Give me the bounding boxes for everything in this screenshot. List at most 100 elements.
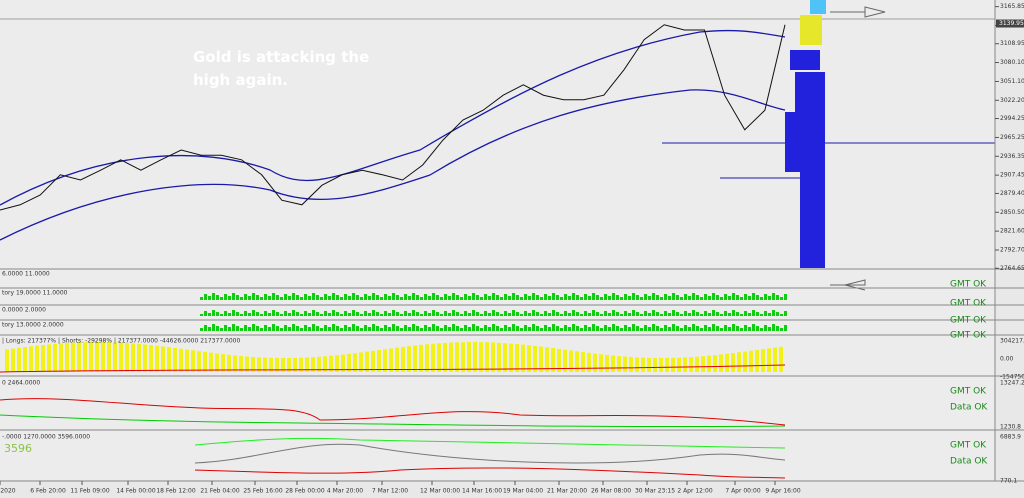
green-bar <box>664 311 667 316</box>
green-bar <box>772 310 775 316</box>
time-label: 30 Mar 23:15 <box>635 488 675 495</box>
green-bar <box>760 297 763 300</box>
green-bar <box>744 294 747 300</box>
panel-label: 0.0000 2.0000 <box>2 307 46 314</box>
time-label: 19 Mar 04:00 <box>503 488 543 495</box>
green-bar <box>664 294 667 300</box>
green-bar <box>720 314 723 316</box>
green-bar <box>376 326 379 331</box>
green-bar <box>684 311 687 316</box>
green-bar <box>668 296 671 300</box>
green-bar <box>524 294 527 300</box>
green-bar <box>436 312 439 316</box>
green-bar <box>316 312 319 316</box>
green-bar <box>724 311 727 316</box>
green-bar <box>776 326 779 331</box>
green-bar <box>728 296 731 300</box>
green-bar <box>752 310 755 316</box>
yellow-bar <box>5 349 9 372</box>
green-bar <box>388 313 391 316</box>
green-bar <box>204 311 207 316</box>
green-bar <box>672 310 675 316</box>
yellow-bar <box>719 354 723 372</box>
green-bar <box>520 314 523 316</box>
green-bar <box>548 327 551 331</box>
yellow-bar <box>71 342 75 372</box>
green-bar <box>412 324 415 331</box>
yellow-bar <box>119 342 123 372</box>
time-label: 7 Apr 00:00 <box>725 488 760 495</box>
y-tick-label: 2965.25 <box>1000 134 1024 141</box>
yellow-bar <box>275 357 279 372</box>
green-bar <box>720 297 723 300</box>
green-bar <box>608 296 611 300</box>
yellow-bar <box>737 352 741 372</box>
green-bar <box>620 328 623 331</box>
green-bar <box>408 296 411 300</box>
green-bar <box>500 328 503 331</box>
yellow-bar <box>539 346 543 372</box>
green-bar <box>492 310 495 316</box>
green-bar <box>240 328 243 331</box>
green-bar <box>592 293 595 300</box>
yellow-bar <box>683 357 687 372</box>
green-bar <box>556 326 559 331</box>
green-bar <box>480 328 483 331</box>
green-bar <box>468 327 471 331</box>
yellow-bar <box>107 342 111 372</box>
green-bar <box>748 313 751 316</box>
green-bar <box>676 295 679 300</box>
green-bar <box>284 311 287 316</box>
yellow-bar <box>515 344 519 372</box>
yellow-bar <box>353 353 357 372</box>
volume-profile <box>785 0 826 268</box>
yellow-bar <box>383 349 387 372</box>
yellow-bar <box>473 342 477 372</box>
green-bar <box>464 294 467 300</box>
green-bar <box>540 328 543 331</box>
yellow-bar <box>311 357 315 372</box>
yellow-bar <box>305 357 309 372</box>
green-bar <box>576 295 579 300</box>
green-bar <box>420 297 423 300</box>
green-bar <box>400 314 403 316</box>
yellow-bar <box>185 349 189 372</box>
green-bar <box>732 310 735 316</box>
green-bar <box>632 324 635 331</box>
green-bar <box>344 294 347 300</box>
panel-label: tory 19.0000 11.0000 <box>2 290 68 297</box>
green-bar <box>440 314 443 316</box>
green-bar <box>352 310 355 316</box>
yellow-bar <box>713 355 717 372</box>
green-bar <box>276 295 279 300</box>
green-bar <box>248 327 251 331</box>
yellow-bar <box>101 342 105 372</box>
green-bar <box>308 296 311 300</box>
green-bar <box>784 294 787 300</box>
yellow-bar <box>749 350 753 372</box>
panel-scale: 304217.0 <box>1000 338 1024 345</box>
yellow-bar <box>671 357 675 372</box>
time-label: 14 Mar 16:00 <box>462 488 502 495</box>
green-bar <box>724 325 727 331</box>
green-bar <box>512 293 515 300</box>
yellow-bar <box>125 343 129 372</box>
green-bar <box>756 326 759 331</box>
green-bar <box>664 325 667 331</box>
green-bar <box>596 326 599 331</box>
green-bar <box>700 314 703 316</box>
green-bar <box>496 326 499 331</box>
yellow-bar <box>725 353 729 372</box>
green-bar <box>624 294 627 300</box>
green-bar <box>672 324 675 331</box>
panel-label: tory 13.0000 2.0000 <box>2 322 64 329</box>
green-bar <box>372 293 375 300</box>
yellow-bar <box>377 349 381 372</box>
green-bar <box>776 295 779 300</box>
green-bar <box>764 311 767 316</box>
green-bar <box>708 327 711 331</box>
green-bar <box>580 314 583 316</box>
green-bar <box>428 313 431 316</box>
green-bar <box>504 294 507 300</box>
green-bar <box>368 296 371 300</box>
